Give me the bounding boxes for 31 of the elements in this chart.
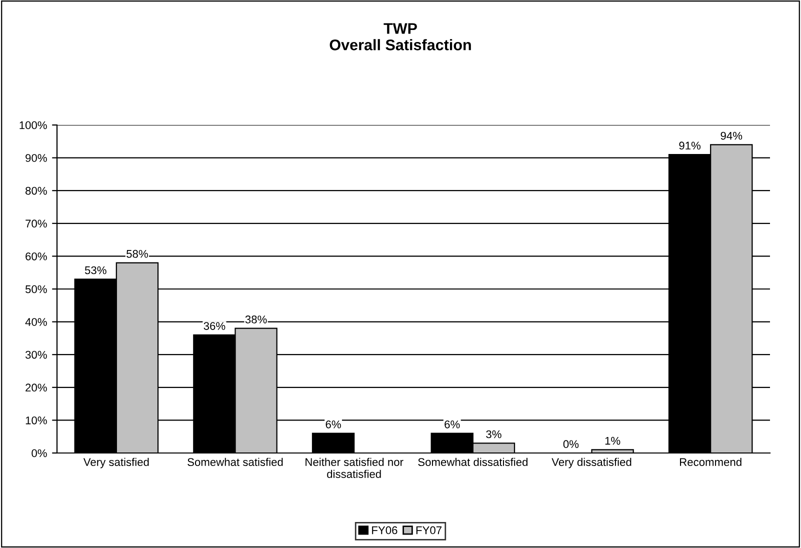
data-label: 94% [720, 132, 742, 140]
y-tick-label: 40% [25, 318, 47, 326]
data-label: 3% [486, 430, 502, 438]
legend-label: FY06 [372, 526, 398, 534]
y-tick-label: 10% [26, 416, 47, 424]
data-label: 6% [326, 420, 341, 428]
y-tick-label: 50% [25, 285, 47, 294]
x-tick-label: Very dissatisfied [552, 458, 632, 468]
y-tick-label: 90% [26, 154, 47, 162]
legend-label: FY07 [416, 526, 442, 534]
y-tick-label: 100% [20, 121, 47, 130]
data-label: 1% [605, 436, 620, 445]
y-tick-label: 0% [32, 449, 47, 458]
y-tick-label: 70% [26, 220, 47, 228]
data-label: 58% [126, 250, 148, 258]
y-tick-label: 60% [26, 252, 47, 260]
chart-title: TWP Overall Satisfaction [330, 23, 471, 50]
y-tick-label: 30% [25, 350, 47, 359]
data-label: 0% [563, 440, 579, 448]
data-label: 36% [204, 322, 226, 330]
x-tick-label: Somewhat satisfied [188, 458, 283, 466]
x-tick-label: Recommend [680, 458, 742, 466]
y-tick-label: 80% [26, 186, 47, 195]
data-label: 91% [679, 142, 701, 150]
x-tick-label: Neither satisfied nor dissatisfied [306, 458, 404, 478]
x-tick-label: Somewhat dissatisfied [418, 458, 528, 466]
y-tick-label: 20% [26, 384, 47, 392]
x-tick-label: Very satisfied [83, 458, 149, 468]
data-label: 53% [84, 266, 106, 274]
data-label: 38% [245, 316, 267, 324]
data-label: 6% [444, 420, 460, 428]
